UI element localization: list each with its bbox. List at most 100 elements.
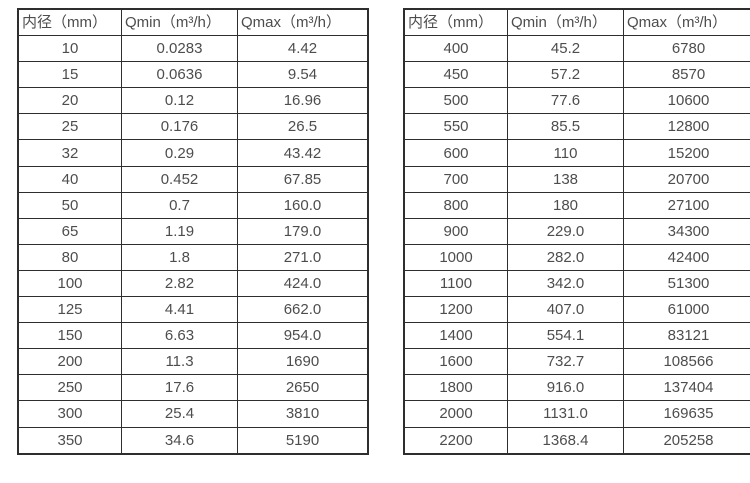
table-row: 450 57.2 8570 [403,61,750,89]
cell: 42400 [623,243,750,271]
cell: 160.0 [237,191,369,219]
cell: 1131.0 [507,400,624,428]
cell: 554.1 [507,322,624,350]
table-row: 1800 916.0 137404 [403,374,750,402]
cell: 20 [17,87,122,115]
cell: 32 [17,139,122,167]
cell: 57.2 [507,61,624,89]
cell: 1200 [403,296,508,324]
cell: 229.0 [507,217,624,245]
table-row: 550 85.5 12800 [403,113,750,141]
cell: 900 [403,217,508,245]
cell: 550 [403,113,508,141]
cell: 450 [403,61,508,89]
cell: 83121 [623,322,750,350]
cell: 67.85 [237,165,369,193]
cell: 85.5 [507,113,624,141]
table-row: 1100 342.0 51300 [403,269,750,298]
cell: 200 [17,348,122,376]
cell: 0.12 [121,87,238,115]
cell: 27100 [623,191,750,219]
cell: 77.6 [507,87,624,115]
cell: 6.63 [121,322,238,350]
cell: 10600 [623,87,750,115]
table-row: 350 34.6 5190 [17,426,369,455]
cell: 150 [17,322,122,350]
cell: 300 [17,400,122,428]
cell: 34300 [623,217,750,245]
table-row: 10 0.0283 4.42 [17,35,369,63]
table-row: 800 180 27100 [403,191,750,219]
cell: 50 [17,191,122,219]
cell: 1.8 [121,243,238,271]
cell: 10 [17,35,122,63]
table-row: 2000 1131.0 169635 [403,400,750,428]
cell: 0.7 [121,191,238,219]
cell: 61000 [623,296,750,324]
cell: 1690 [237,348,369,376]
table-row: 300 25.4 3810 [17,400,369,428]
cell: 25.4 [121,400,238,428]
table-row: 80 1.8 271.0 [17,243,369,271]
cell: 137404 [623,374,750,402]
cell: 400 [403,35,508,63]
cell: 350 [17,426,122,455]
table-row: 900 229.0 34300 [403,217,750,245]
cell: 6780 [623,35,750,63]
cell: 179.0 [237,217,369,245]
table-row: 125 4.41 662.0 [17,296,369,324]
flow-table-small-diameters: 内径（mm） Qmin（m³/h） Qmax（m³/h） 10 0.0283 4.42 15… [17,8,369,455]
cell: 51300 [623,269,750,298]
cell: 34.6 [121,426,238,455]
cell: 2200 [403,426,508,455]
cell: 108566 [623,348,750,376]
cell: 100 [17,269,122,298]
cell: 500 [403,87,508,115]
table-row: 25 0.176 26.5 [17,113,369,141]
table-row: 15 0.0636 9.54 [17,61,369,89]
cell: 65 [17,217,122,245]
cell: 732.7 [507,348,624,376]
cell: 9.54 [237,61,369,89]
cell: 45.2 [507,35,624,63]
cell: 15 [17,61,122,89]
cell: 1100 [403,269,508,298]
table-row: 500 77.6 10600 [403,87,750,115]
cell: 8570 [623,61,750,89]
cell: 15200 [623,139,750,167]
cell: 43.42 [237,139,369,167]
cell: 125 [17,296,122,324]
table-row: 400 45.2 6780 [403,35,750,63]
column-header-2: Qmax（m³/h） [623,8,750,37]
table-row: 32 0.29 43.42 [17,139,369,167]
cell: 4.41 [121,296,238,324]
cell: 16.96 [237,87,369,115]
table-row: 1400 554.1 83121 [403,322,750,350]
cell: 954.0 [237,322,369,350]
cell: 342.0 [507,269,624,298]
table-row: 100 2.82 424.0 [17,269,369,298]
flow-table-large-diameters: 内径（mm） Qmin（m³/h） Qmax（m³/h） 400 45.2 6780 450… [403,8,750,455]
cell: 0.29 [121,139,238,167]
cell: 1800 [403,374,508,402]
table-row: 250 17.6 2650 [17,374,369,402]
table-row: 700 138 20700 [403,165,750,193]
table-row: 50 0.7 160.0 [17,191,369,219]
cell: 138 [507,165,624,193]
cell: 20700 [623,165,750,193]
cell: 0.0636 [121,61,238,89]
cell: 271.0 [237,243,369,271]
cell: 12800 [623,113,750,141]
cell: 11.3 [121,348,238,376]
cell: 80 [17,243,122,271]
column-header-0: 内径（mm） [403,8,508,37]
cell: 110 [507,139,624,167]
cell: 1000 [403,243,508,271]
cell: 0.0283 [121,35,238,63]
cell: 2000 [403,400,508,428]
column-header-1: Qmin（m³/h） [121,8,238,37]
table-row: 1600 732.7 108566 [403,348,750,376]
cell: 250 [17,374,122,402]
cell: 1400 [403,322,508,350]
